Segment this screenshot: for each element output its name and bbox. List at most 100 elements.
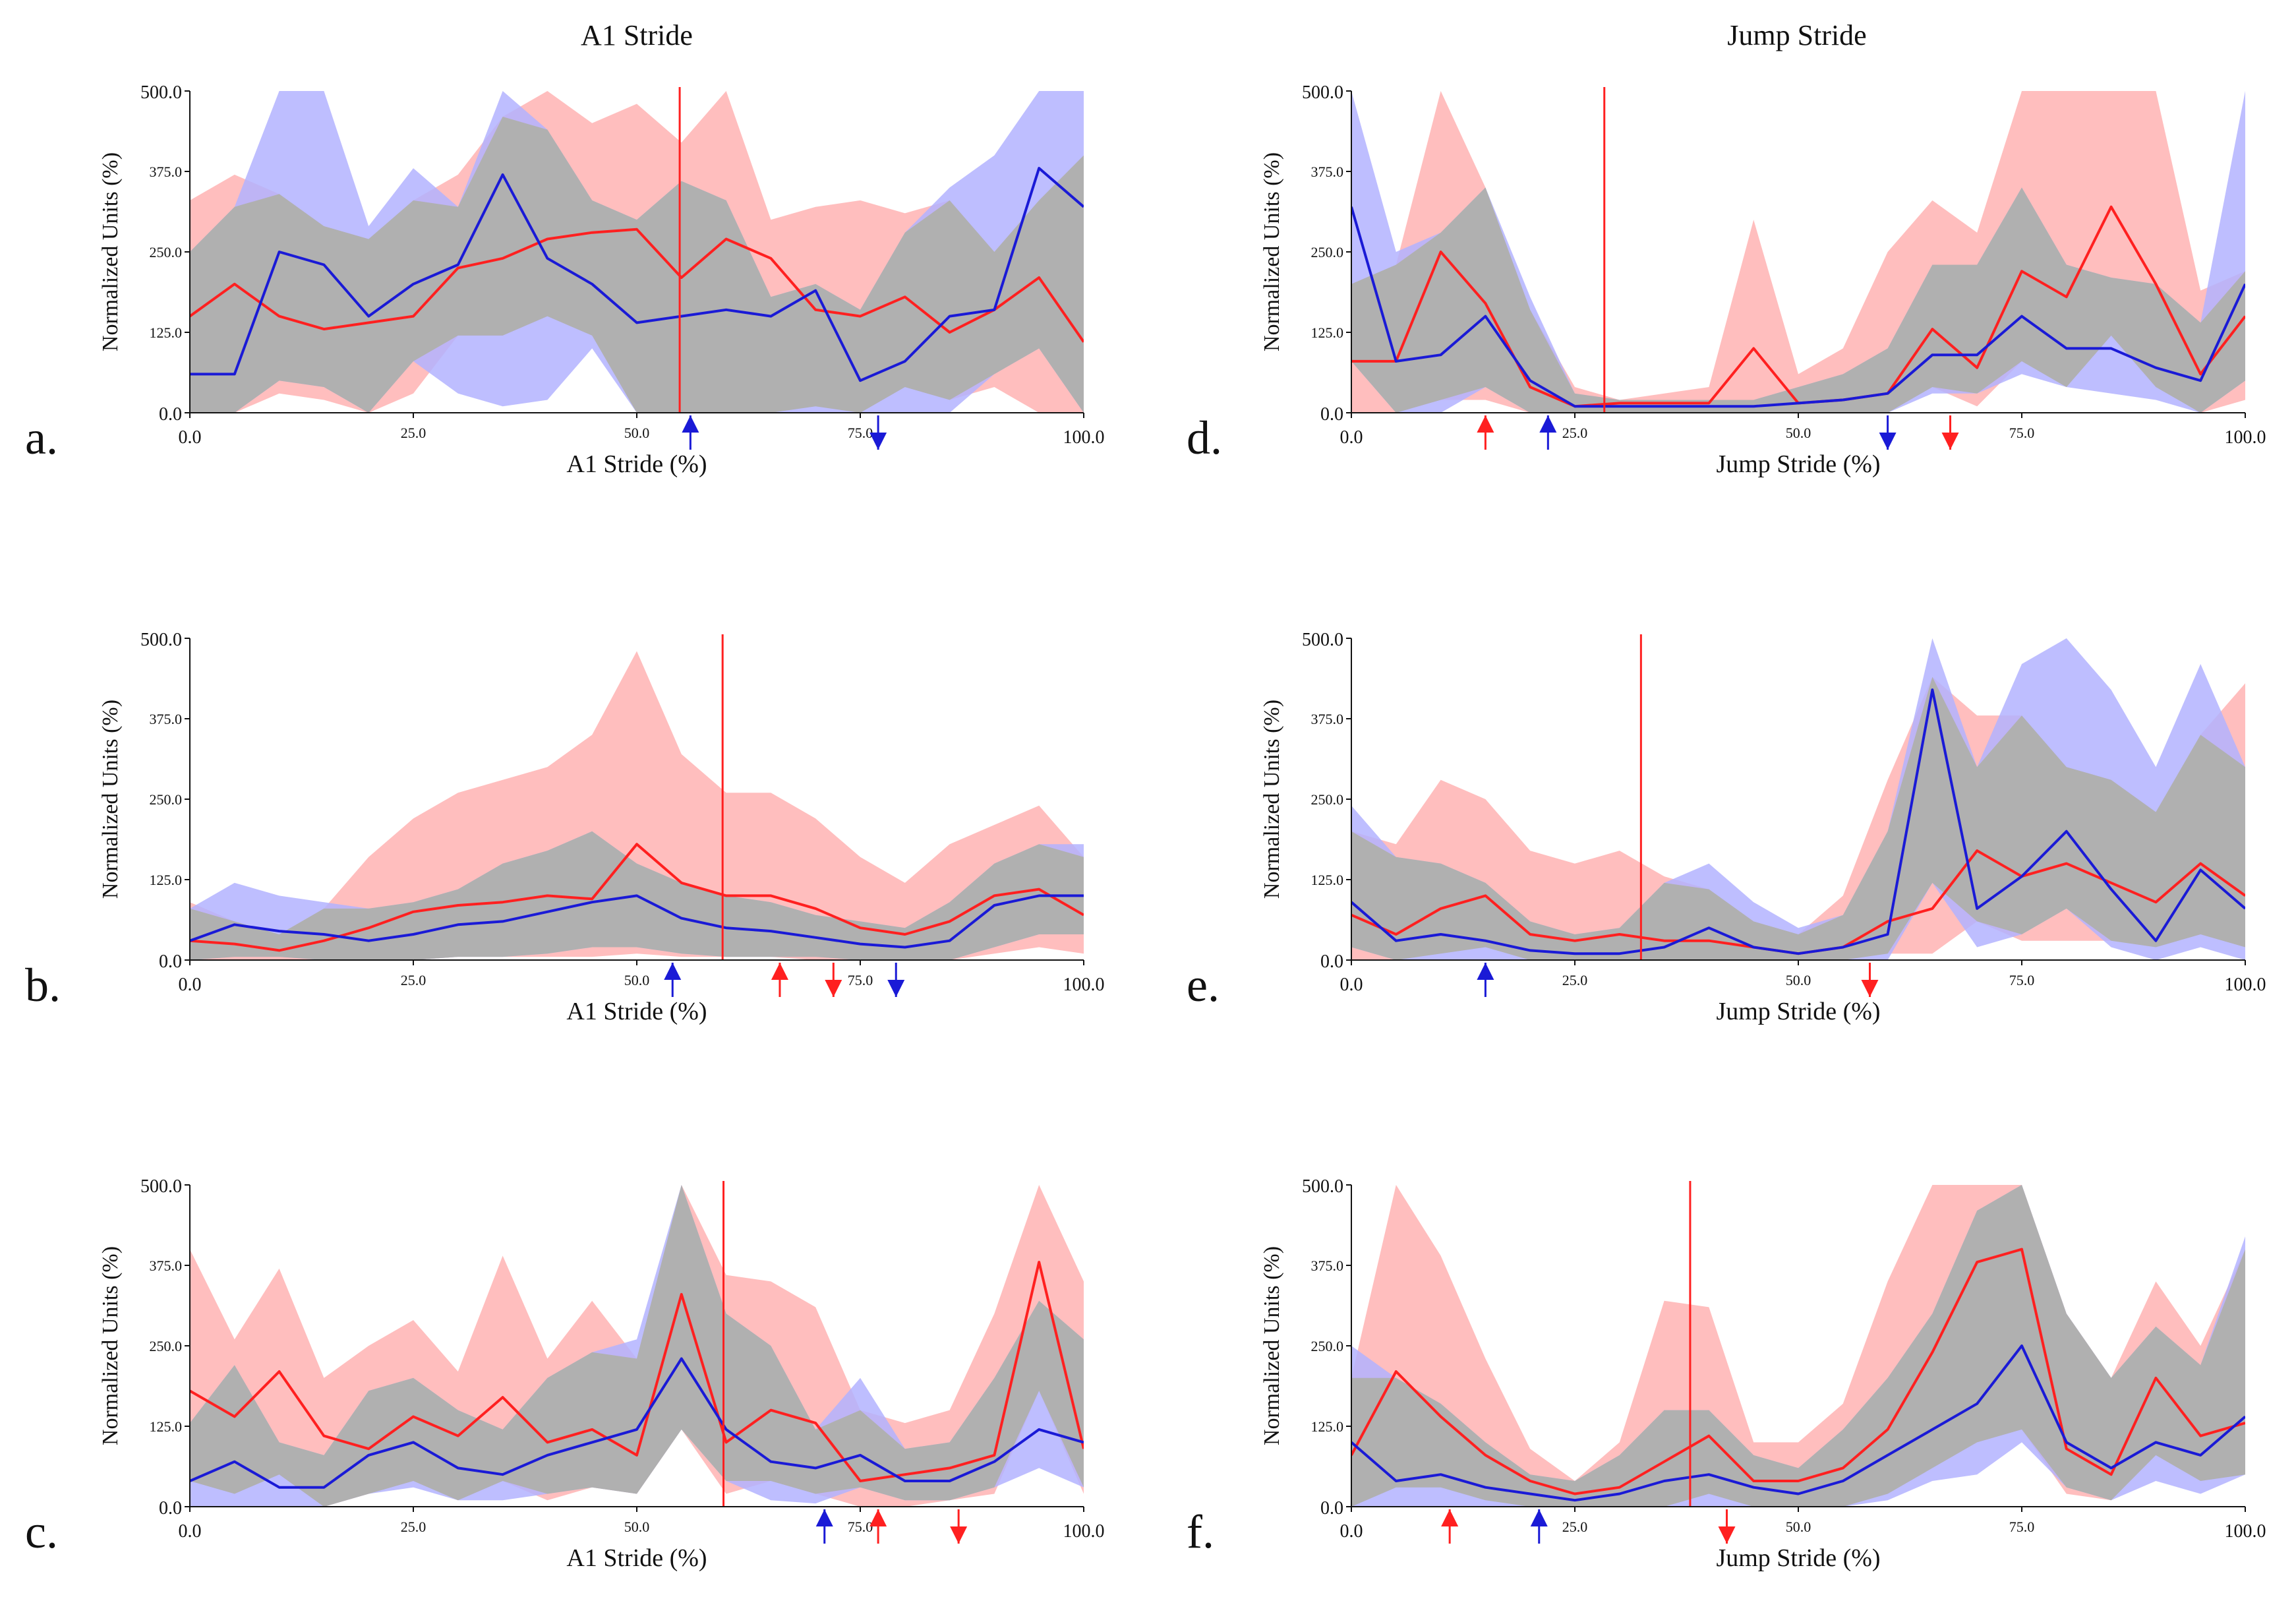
series-red-line [190, 1261, 1084, 1482]
x-tick-label: 75.0 [2009, 972, 2035, 988]
y-tick-label: 500.0 [1302, 82, 1343, 103]
marker-up-arrow [815, 1509, 833, 1544]
panel-b: 0.0 125.0 250.0 375.0 500.0 0.0 25.0 50.0 75.0 10… [25, 630, 1105, 1025]
series-blue-line [190, 894, 1084, 949]
x-axis-label: Jump Stride (%) [1716, 998, 1880, 1025]
y-tick-label: 500.0 [1302, 1176, 1343, 1197]
y-tick-label: 0.0 [1320, 404, 1343, 425]
marker-up-arrow [1530, 1509, 1548, 1544]
marker-head [1861, 980, 1879, 997]
marker-head [869, 1509, 887, 1526]
y-tick-label: 250.0 [1311, 1338, 1344, 1354]
y-axis-label: Normalized Units (%) [1260, 700, 1284, 899]
y-axis-label: Normalized Units (%) [1260, 152, 1284, 351]
x-tick-label: 50.0 [624, 1519, 650, 1535]
panel-label: a. [25, 411, 58, 464]
y-axis-label: Normalized Units (%) [98, 1246, 123, 1445]
x-tick-label: 0.0 [1340, 427, 1363, 448]
marker-up-arrow [1441, 1509, 1459, 1544]
y-tick-label: 250.0 [1311, 791, 1344, 808]
x-tick-label: 100.0 [2225, 975, 2266, 995]
marker-head [664, 963, 682, 980]
x-tick-label: 75.0 [2009, 1519, 2035, 1535]
y-tick-label: 375.0 [1311, 1257, 1344, 1274]
panel-label: f. [1187, 1505, 1214, 1558]
marker-up-arrow [1539, 415, 1557, 450]
y-tick-label: 375.0 [150, 164, 183, 180]
overlap-band [1351, 677, 2245, 960]
x-tick-label: 25.0 [401, 1519, 427, 1535]
marker-head [1718, 1526, 1736, 1544]
x-tick-label: 75.0 [848, 972, 873, 988]
marker-head [825, 980, 842, 997]
marker-down-arrow [887, 963, 905, 997]
series-blue-line [1351, 688, 2245, 955]
y-tick-label: 125.0 [150, 324, 183, 341]
marker-up-arrow [1477, 963, 1494, 997]
panel-label: d. [1187, 411, 1222, 464]
series-blue-line [190, 1357, 1084, 1489]
panel-d: 0.0 125.0 250.0 375.0 500.0 0.0 25.0 50.0 75.0 10… [1187, 82, 2266, 478]
panel-e: 0.0 125.0 250.0 375.0 500.0 0.0 25.0 50.0 75.0 10… [1187, 630, 2266, 1025]
marker-head [1441, 1509, 1459, 1526]
y-tick-label: 125.0 [1311, 324, 1344, 341]
overlap-band [1351, 1185, 2245, 1507]
x-tick-label: 75.0 [848, 1519, 873, 1535]
panel-f: 0.0 125.0 250.0 375.0 500.0 0.0 25.0 50.0 75.0 10… [1187, 1176, 2266, 1572]
series-red-line [1351, 1248, 2245, 1495]
marker-up-arrow [682, 415, 699, 450]
marker-head [815, 1509, 833, 1526]
x-tick-label: 75.0 [2009, 425, 2035, 441]
panels: 0.0 125.0 250.0 375.0 500.0 0.0 25.0 50.0 75.0 10… [25, 82, 2266, 1572]
x-axis-label: A1 Stride (%) [566, 450, 707, 478]
marker-down-arrow [950, 1509, 968, 1544]
panel-label: e. [1187, 959, 1220, 1011]
y-tick-label: 0.0 [1320, 1498, 1343, 1519]
marker-down-arrow [1718, 1509, 1736, 1544]
y-tick-label: 125.0 [1311, 1418, 1344, 1435]
series-red-line [190, 227, 1084, 343]
x-tick-label: 50.0 [1786, 425, 1811, 441]
y-tick-label: 250.0 [150, 1338, 183, 1354]
series-blue-line [1351, 206, 2245, 408]
y-tick-label: 125.0 [150, 872, 183, 888]
panel-c: 0.0 125.0 250.0 375.0 500.0 0.0 25.0 50.0 75.0 10… [25, 1176, 1105, 1572]
y-axis-label: Normalized Units (%) [98, 152, 123, 351]
x-tick-label: 25.0 [401, 425, 427, 441]
y-tick-label: 375.0 [150, 711, 183, 727]
y-tick-label: 0.0 [1320, 951, 1343, 972]
y-tick-label: 500.0 [140, 1176, 182, 1197]
x-tick-label: 0.0 [1340, 1521, 1363, 1542]
x-tick-label: 100.0 [1063, 427, 1105, 448]
marker-down-arrow [1879, 415, 1897, 450]
marker-up-arrow [869, 1509, 887, 1544]
x-tick-label: 100.0 [2225, 427, 2266, 448]
x-axis-label: Jump Stride (%) [1716, 450, 1880, 478]
y-tick-label: 500.0 [140, 82, 182, 103]
y-tick-label: 250.0 [150, 791, 183, 808]
y-tick-label: 375.0 [150, 1257, 183, 1274]
x-tick-label: 25.0 [1562, 972, 1588, 988]
x-tick-label: 25.0 [401, 972, 427, 988]
x-tick-label: 50.0 [1786, 972, 1811, 988]
series-red-band [190, 651, 1084, 960]
panel-label: b. [25, 959, 61, 1011]
overlap-band [190, 1185, 1084, 1507]
marker-up-arrow [664, 963, 682, 997]
marker-up-arrow [771, 963, 788, 997]
y-axis-label: Normalized Units (%) [98, 700, 123, 899]
y-tick-label: 125.0 [1311, 872, 1344, 888]
y-tick-label: 0.0 [159, 951, 182, 972]
x-tick-label: 25.0 [1562, 1519, 1588, 1535]
marker-down-arrow [869, 415, 887, 450]
marker-down-arrow [825, 963, 842, 997]
marker-up-arrow [1477, 415, 1494, 450]
x-tick-label: 0.0 [179, 427, 202, 448]
y-tick-label: 125.0 [150, 1418, 183, 1435]
overlap-band [190, 117, 1084, 413]
marker-head [1477, 963, 1494, 980]
panel-label: c. [25, 1505, 58, 1558]
x-axis-label: A1 Stride (%) [566, 1544, 707, 1572]
marker-down-arrow [1941, 415, 1959, 450]
y-tick-label: 250.0 [1311, 244, 1344, 260]
